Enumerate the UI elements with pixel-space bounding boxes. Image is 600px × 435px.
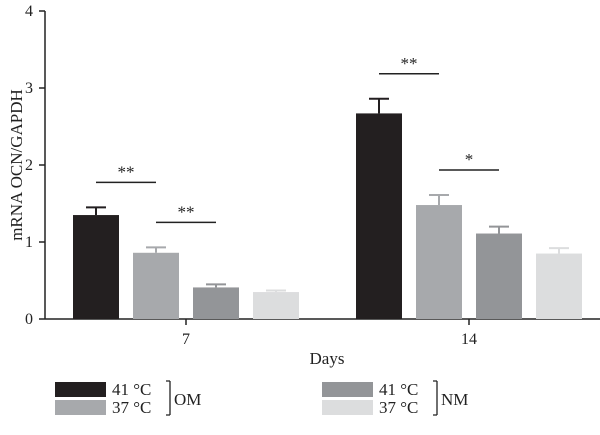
legend-label: 41 °C <box>379 380 418 399</box>
bar <box>356 113 402 319</box>
legend-swatch <box>322 400 373 415</box>
legend-bracket <box>433 380 438 416</box>
legend-group-label: OM <box>174 390 201 409</box>
y-axis-title: mRNA OCN/GAPDH <box>7 89 26 241</box>
bar <box>536 253 582 319</box>
legend-label: 41 °C <box>112 380 151 399</box>
bar <box>476 233 522 319</box>
y-tick-label: 0 <box>25 311 33 328</box>
legend-group-label: NM <box>441 390 468 409</box>
x-tick-label: 14 <box>461 331 477 348</box>
y-tick-label: 1 <box>25 234 33 251</box>
legend-swatch <box>55 382 106 397</box>
bar <box>73 215 119 319</box>
y-tick-label: 2 <box>25 157 33 174</box>
bar <box>416 205 462 319</box>
bar <box>253 292 299 319</box>
y-tick-label: 4 <box>25 3 33 20</box>
legend-label: 37 °C <box>112 398 151 417</box>
x-tick-label: 7 <box>182 331 190 348</box>
y-tick-label: 3 <box>25 80 33 97</box>
significance-label: * <box>465 150 474 169</box>
legend-label: 37 °C <box>379 398 418 417</box>
significance-label: ** <box>401 54 418 73</box>
bar <box>133 252 179 319</box>
legend-bracket <box>166 380 171 416</box>
legend-swatch <box>322 382 373 397</box>
x-axis-title: Days <box>310 349 345 368</box>
legend-swatch <box>55 400 106 415</box>
significance-label: ** <box>118 162 135 181</box>
significance-label: ** <box>178 202 195 221</box>
bar <box>193 287 239 319</box>
